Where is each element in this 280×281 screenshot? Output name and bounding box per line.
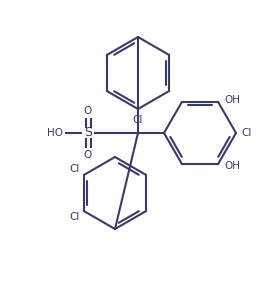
Text: Cl: Cl: [242, 128, 252, 138]
Text: Cl: Cl: [133, 115, 143, 125]
Text: S: S: [84, 126, 92, 139]
Text: Cl: Cl: [69, 164, 80, 175]
Text: O: O: [84, 150, 92, 160]
Text: OH: OH: [224, 95, 240, 105]
Text: OH: OH: [224, 161, 240, 171]
Text: Cl: Cl: [69, 212, 80, 221]
Text: HO: HO: [47, 128, 63, 138]
Text: O: O: [84, 106, 92, 116]
